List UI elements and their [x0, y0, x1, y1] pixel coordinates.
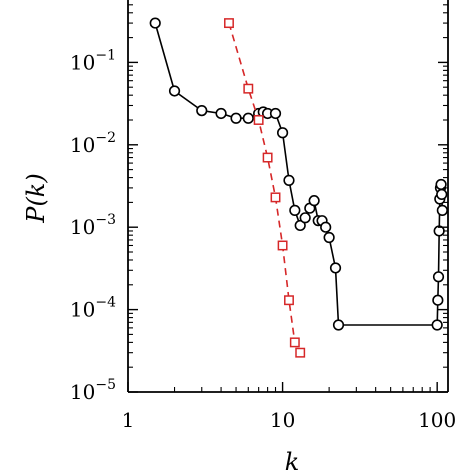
series-1-point	[308, 195, 320, 207]
series-1-point	[242, 112, 254, 124]
x-axis-label: k	[285, 448, 300, 474]
series-1-point	[283, 174, 295, 186]
series-1-point	[436, 204, 448, 216]
y-tick-label: 10−4	[70, 295, 116, 322]
series-2-point	[284, 295, 294, 306]
series-1-point	[230, 112, 242, 124]
series-1-point	[432, 294, 444, 306]
series-2-point	[253, 115, 264, 125]
series-2-point	[295, 347, 306, 358]
series-1-point	[323, 231, 335, 244]
series-layer	[149, 17, 448, 358]
series-2-point	[243, 83, 254, 94]
series-1-point	[289, 204, 301, 216]
x-tick-label: 1	[122, 408, 135, 432]
series-2-point	[262, 152, 273, 163]
series-2-point	[277, 240, 288, 251]
y-tick-label: 10−5	[70, 377, 116, 404]
series-1-point	[332, 319, 345, 331]
series-1-point	[168, 85, 181, 97]
series-1-point	[276, 127, 289, 139]
series-1-point	[432, 271, 445, 283]
y-axis-label: P(k)	[22, 173, 50, 223]
series-1-point	[299, 212, 311, 224]
x-tick-label: 100	[418, 408, 456, 432]
series-1-point	[215, 107, 227, 120]
series-1-point	[196, 105, 208, 117]
y-tick-label: 10−1	[70, 47, 116, 74]
y-tick-label: 10−2	[70, 130, 116, 157]
series-1-point	[320, 221, 332, 233]
series-1-point	[294, 219, 306, 232]
series-1-point	[329, 262, 342, 274]
series-1-point	[431, 319, 443, 331]
series-1-point	[436, 188, 448, 201]
series-1	[149, 17, 448, 331]
y-tick-label: 10−3	[70, 212, 116, 239]
series-1-point	[269, 107, 282, 120]
series-1-point	[149, 17, 161, 29]
axes-layer	[127, 0, 449, 393]
series-2-point	[224, 18, 234, 29]
series-2-point	[270, 192, 281, 203]
series-2	[224, 18, 306, 358]
x-tick-label: 10	[270, 408, 295, 432]
labels-layer: P(k) k 1 10 100 10−5 10−4 10−3 10−2 10−1	[22, 47, 456, 474]
series-2-point	[289, 337, 300, 348]
